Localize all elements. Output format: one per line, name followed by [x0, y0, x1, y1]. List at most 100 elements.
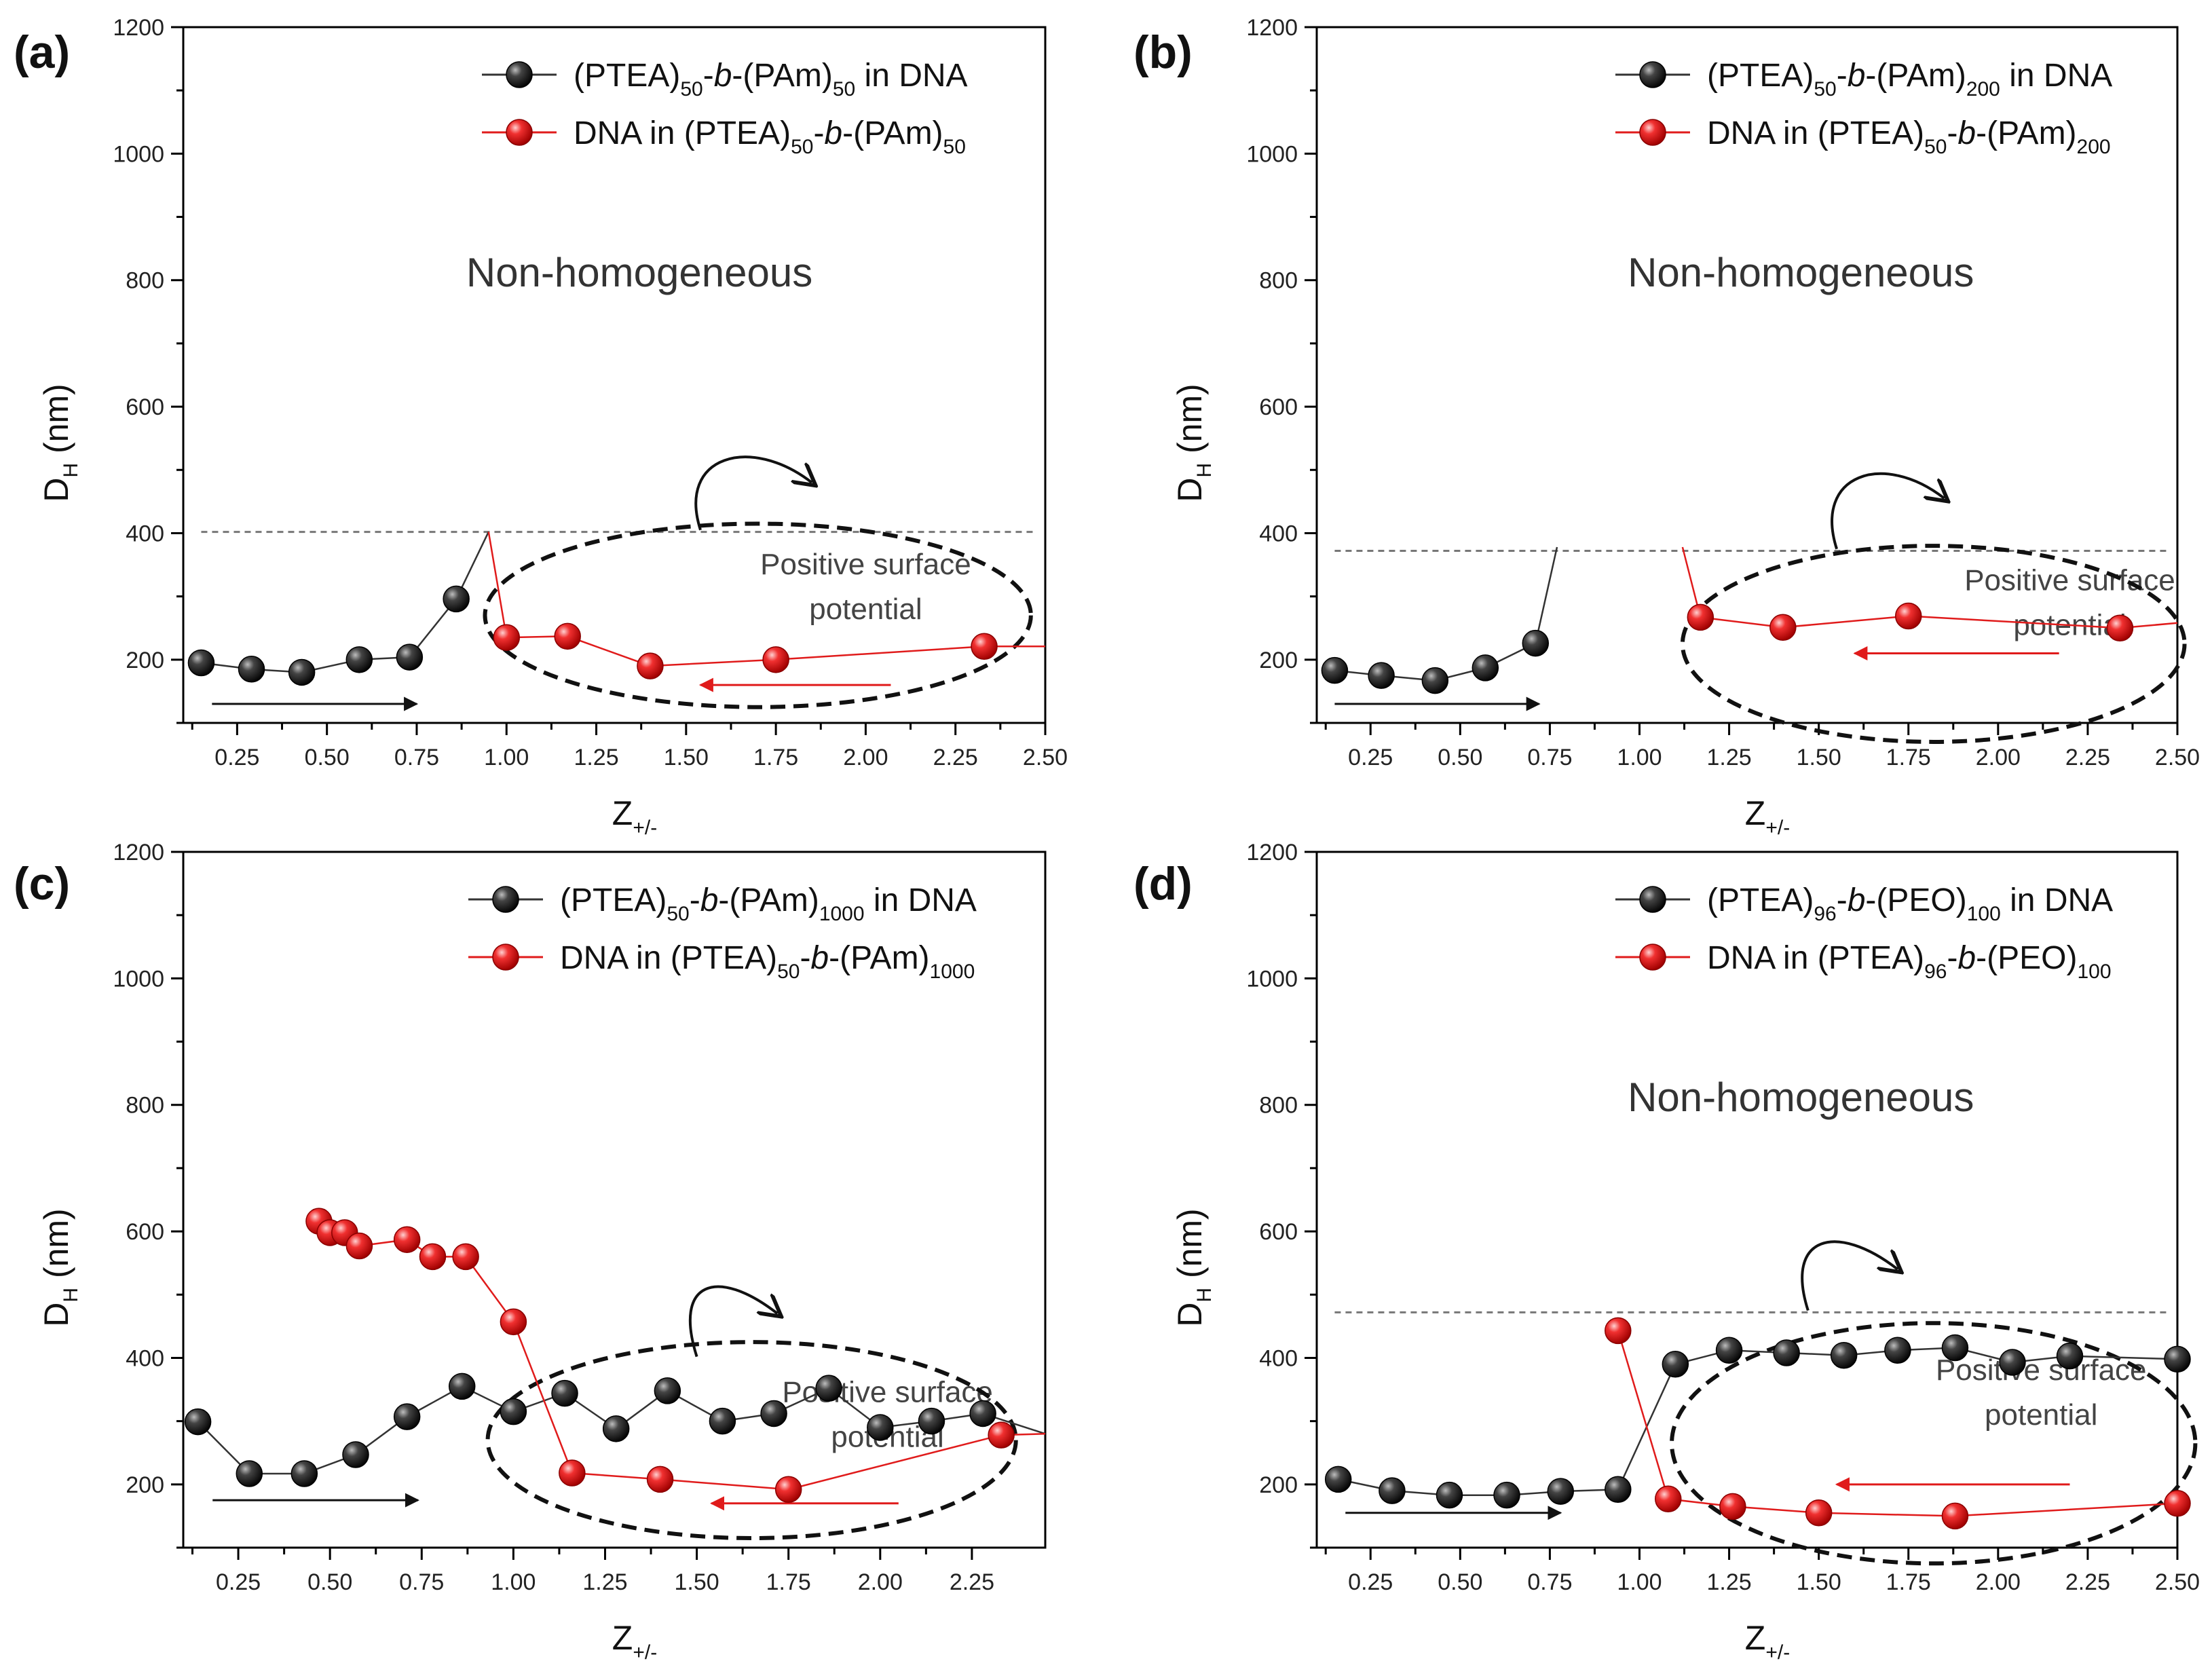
y-tick-label: 800: [1259, 268, 1298, 294]
data-point-black: [1884, 1337, 1911, 1364]
x-axis-title: Z+/-: [1745, 794, 1790, 839]
x-tick-label: 1.00: [491, 1569, 536, 1595]
data-point-red: [1687, 603, 1714, 631]
legend-entry-black: (PTEA)96-b-(PEO)100 in DNA: [1707, 882, 2113, 925]
data-point-black: [1941, 1334, 1969, 1362]
legend-entry-red: DNA in (PTEA)50-b-(PAm)200: [1707, 115, 2111, 158]
region-label: Non-homogeneous: [1628, 250, 1974, 295]
data-point-red: [1769, 614, 1797, 641]
data-point-red: [2164, 1490, 2191, 1517]
region-ellipse: [485, 1340, 1018, 1541]
x-tick-label: 1.75: [766, 1569, 811, 1595]
data-point-black: [443, 585, 470, 613]
y-tick-label: 600: [126, 394, 164, 420]
data-point-black: [1662, 1351, 1689, 1378]
y-axis-title: DH (nm): [1171, 1208, 1216, 1326]
legend-entry-red: DNA in (PTEA)96-b-(PEO)100: [1707, 940, 2112, 983]
x-tick-label: 2.00: [1976, 745, 2021, 770]
x-tick-label: 1.25: [1706, 1569, 1751, 1595]
x-tick-label: 1.25: [574, 745, 618, 770]
legend-entry-black: (PTEA)50-b-(PAm)1000 in DNA: [560, 882, 977, 925]
x-tick-label: 1.50: [1797, 745, 1841, 770]
data-point-red: [559, 1459, 586, 1487]
plot-frame: [1315, 851, 2179, 1549]
data-point-red: [1941, 1502, 1969, 1530]
y-tick-label: 600: [126, 1219, 164, 1245]
data-point-red: [1805, 1499, 1833, 1527]
data-point-black: [1605, 1476, 1632, 1504]
legend-entry-black: (PTEA)50-b-(PAm)50 in DNA: [574, 58, 968, 100]
data-point-red: [419, 1243, 447, 1271]
data-point-black: [760, 1400, 787, 1427]
x-tick-label: 0.75: [399, 1569, 444, 1595]
plot-frame: [182, 26, 1047, 724]
data-point-black: [1421, 667, 1449, 694]
data-point-black: [1379, 1477, 1406, 1504]
series-line-red: [1617, 1330, 2178, 1517]
x-tick-label: 0.75: [1527, 745, 1572, 770]
data-point-red: [971, 633, 998, 660]
legend-entry-red: DNA in (PTEA)50-b-(PAm)50: [574, 115, 966, 158]
data-point-black: [345, 646, 373, 673]
data-point-red: [762, 646, 789, 673]
data-point-red: [774, 1476, 802, 1504]
y-tick-label: 200: [126, 648, 164, 673]
data-point-red: [554, 622, 581, 650]
legend-marker-black: [1639, 886, 1666, 913]
data-point-black: [969, 1400, 996, 1427]
panel-a: (a) 200 400 600 800 1000 1200 0.25 0.50 0.75 1.00 1…: [14, 15, 1068, 839]
data-point-red: [1605, 1317, 1632, 1345]
legend-marker-black: [1639, 61, 1666, 88]
annotation-line-2: potential: [1985, 1398, 2097, 1432]
data-point-black: [551, 1379, 578, 1407]
region-ellipse: [1680, 544, 2187, 744]
data-point-black: [815, 1375, 842, 1402]
legend-marker-red: [492, 944, 519, 971]
data-point-red: [1655, 1485, 1682, 1512]
data-point-red: [637, 652, 664, 679]
data-point-red: [646, 1466, 674, 1493]
x-tick-label: 2.25: [933, 745, 978, 770]
panel-label: (d): [1133, 858, 1193, 910]
x-tick-label: 0.50: [307, 1569, 352, 1595]
data-point-black: [342, 1441, 369, 1468]
x-tick-label: 1.25: [1706, 745, 1751, 770]
data-point-black: [1715, 1337, 1743, 1364]
curved-arrow-icon: [689, 1285, 778, 1358]
y-tick-label: 400: [126, 1345, 164, 1371]
x-tick-label: 2.50: [2155, 1569, 2200, 1595]
x-tick-label: 2.00: [858, 1569, 903, 1595]
region-ellipse: [483, 521, 1033, 709]
x-tick-label: 0.50: [1438, 745, 1482, 770]
x-tick-label: 1.50: [1797, 1569, 1841, 1595]
series-line-black: [1334, 546, 1558, 682]
data-point-black: [1324, 1466, 1352, 1493]
y-tick-label: 600: [1259, 394, 1298, 420]
y-tick-label: 1200: [113, 840, 164, 865]
x-axis-title: Z+/-: [1745, 1619, 1790, 1664]
data-point-black: [1773, 1339, 1800, 1366]
data-point-red: [1719, 1493, 1746, 1520]
legend-marker-black: [492, 886, 519, 913]
panel-b: (b) 200 400 600 800 1000 1200 0.25 0.50 0.75 1.00 1…: [1133, 15, 2200, 839]
legend-marker-black: [506, 61, 533, 88]
x-tick-label: 0.75: [1527, 1569, 1572, 1595]
y-tick-label: 800: [1259, 1093, 1298, 1119]
curved-arrow-icon: [1801, 1240, 1898, 1311]
x-tick-label: 1.75: [1886, 1569, 1931, 1595]
annotation-line-2: potential: [809, 593, 922, 626]
y-tick-label: 1000: [113, 141, 164, 167]
data-point-red: [1895, 602, 1922, 630]
x-tick-label: 1.50: [664, 745, 709, 770]
y-tick-label: 400: [1259, 521, 1298, 546]
y-tick-label: 600: [1259, 1219, 1298, 1245]
data-point-black: [867, 1414, 894, 1441]
x-tick-label: 0.25: [1348, 745, 1393, 770]
x-tick-label: 1.50: [675, 1569, 719, 1595]
data-point-black: [500, 1398, 527, 1425]
legend-marker-red: [1639, 944, 1666, 971]
region-label: Non-homogeneous: [1628, 1075, 1974, 1120]
y-tick-label: 800: [126, 268, 164, 294]
y-tick-label: 1200: [1246, 840, 1298, 865]
data-point-black: [1368, 662, 1395, 689]
